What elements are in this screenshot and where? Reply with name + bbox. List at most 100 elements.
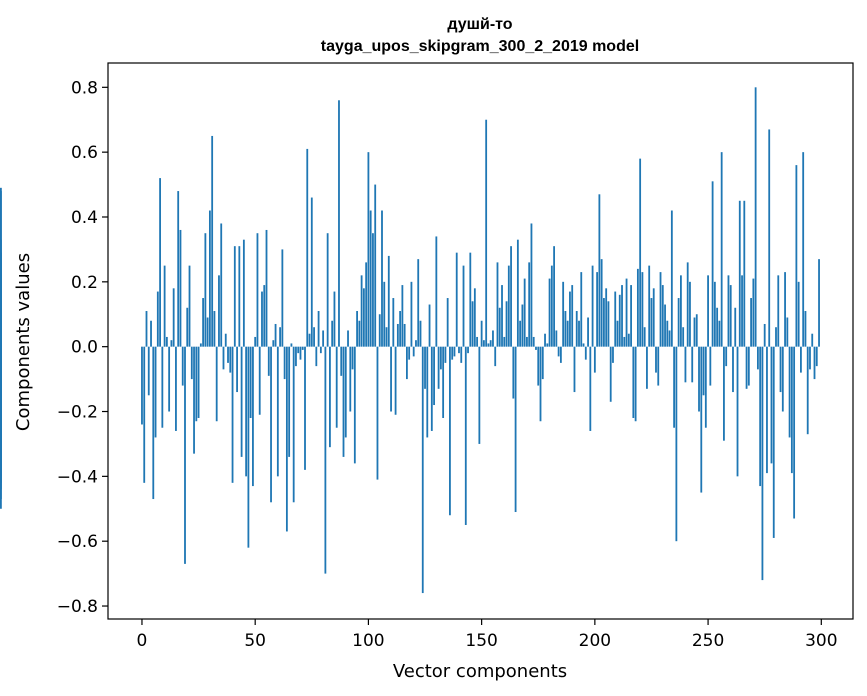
bar bbox=[802, 152, 805, 347]
bars-group bbox=[0, 87, 820, 594]
bar bbox=[360, 275, 363, 347]
bar bbox=[691, 346, 694, 383]
bar bbox=[444, 346, 447, 363]
bar bbox=[145, 311, 148, 347]
bar bbox=[175, 346, 177, 431]
bar bbox=[589, 346, 592, 431]
bar bbox=[184, 346, 186, 564]
bar bbox=[738, 200, 741, 347]
bar bbox=[310, 197, 313, 347]
bar bbox=[177, 191, 180, 347]
bar bbox=[781, 346, 784, 412]
bar bbox=[410, 281, 413, 347]
bar bbox=[193, 346, 195, 454]
bar bbox=[258, 346, 261, 415]
bar bbox=[630, 285, 632, 347]
bar bbox=[505, 301, 508, 347]
bar bbox=[211, 135, 214, 347]
bar bbox=[573, 346, 576, 393]
bar bbox=[677, 298, 680, 347]
bar bbox=[408, 346, 411, 360]
bar bbox=[700, 346, 703, 493]
bar bbox=[668, 330, 671, 347]
bar bbox=[446, 298, 449, 347]
bar bbox=[779, 346, 782, 393]
bar bbox=[290, 343, 293, 347]
bar bbox=[159, 178, 161, 347]
bar bbox=[729, 285, 732, 347]
bar bbox=[426, 346, 429, 438]
bar bbox=[435, 236, 438, 347]
bar bbox=[695, 314, 698, 347]
bar bbox=[811, 333, 814, 347]
bar bbox=[383, 281, 386, 347]
bar bbox=[351, 346, 354, 370]
x-tick-label: 0 bbox=[137, 631, 148, 651]
bar bbox=[242, 239, 245, 347]
bar bbox=[227, 346, 229, 363]
bar bbox=[181, 346, 184, 386]
bar bbox=[172, 288, 175, 347]
bar bbox=[605, 288, 608, 347]
bar bbox=[252, 346, 254, 487]
bar bbox=[557, 346, 560, 357]
x-axis-label: Vector components bbox=[393, 661, 567, 682]
bar bbox=[374, 184, 377, 347]
bar bbox=[186, 307, 189, 347]
bar bbox=[510, 246, 512, 347]
bar bbox=[618, 294, 621, 347]
bar bbox=[274, 323, 277, 347]
chart-subtitle: tayga_upos_skipgram_300_2_2019 model bbox=[321, 38, 639, 55]
bar bbox=[535, 346, 537, 350]
bar bbox=[777, 275, 780, 347]
bar bbox=[387, 255, 390, 347]
bar bbox=[331, 320, 334, 347]
bar bbox=[283, 346, 286, 380]
bar bbox=[566, 320, 569, 347]
bar bbox=[476, 336, 479, 347]
bar bbox=[265, 229, 268, 347]
bar bbox=[356, 311, 358, 347]
bar bbox=[301, 346, 304, 350]
bar bbox=[272, 340, 275, 347]
bar bbox=[756, 346, 759, 370]
bar bbox=[439, 346, 442, 370]
bar bbox=[625, 278, 628, 347]
bar bbox=[451, 346, 454, 360]
bar bbox=[147, 346, 150, 396]
bar bbox=[664, 304, 666, 347]
bar bbox=[741, 275, 743, 347]
bar bbox=[197, 346, 200, 418]
bar bbox=[793, 346, 796, 519]
bar bbox=[295, 346, 297, 367]
x-tick-label: 150 bbox=[465, 631, 497, 651]
bar bbox=[750, 298, 752, 347]
bar bbox=[220, 223, 223, 347]
bar bbox=[152, 346, 155, 500]
bar bbox=[367, 152, 370, 347]
bar bbox=[319, 346, 322, 354]
bar bbox=[770, 346, 773, 464]
bar bbox=[478, 346, 481, 444]
bar bbox=[204, 233, 207, 347]
bar bbox=[306, 148, 309, 347]
bar bbox=[179, 229, 182, 347]
bar bbox=[254, 336, 257, 347]
bar bbox=[501, 285, 503, 347]
bar bbox=[516, 239, 519, 347]
bar bbox=[578, 320, 580, 347]
bar bbox=[643, 327, 646, 347]
bar bbox=[437, 346, 440, 389]
bar bbox=[584, 346, 587, 360]
bar bbox=[288, 346, 291, 457]
bar bbox=[548, 278, 551, 347]
bar bbox=[494, 346, 497, 367]
bar bbox=[661, 285, 664, 347]
bar bbox=[415, 340, 417, 347]
bar bbox=[650, 298, 653, 347]
bar bbox=[734, 307, 737, 347]
bar bbox=[188, 265, 191, 347]
bar bbox=[489, 340, 492, 347]
bar bbox=[0, 323, 2, 347]
